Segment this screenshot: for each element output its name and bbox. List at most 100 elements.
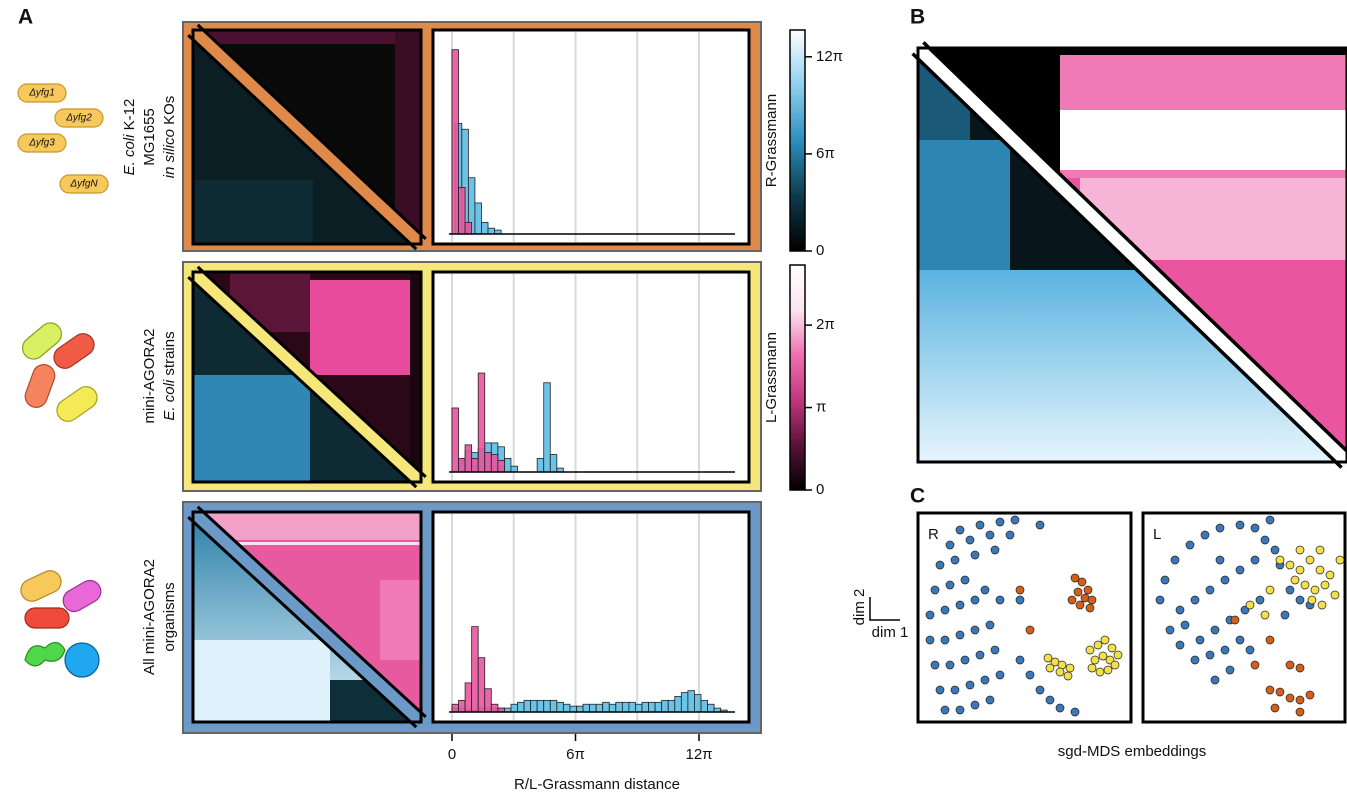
- scatter-point: [1113, 650, 1123, 660]
- histogram-bar: [536, 458, 545, 473]
- scatter-point: [985, 530, 995, 540]
- scatter-point: [990, 545, 1000, 555]
- histogram-bar: [536, 699, 545, 713]
- scatter-point: [1265, 515, 1275, 525]
- scatter-point: [1255, 595, 1265, 605]
- scatter-point: [980, 585, 990, 595]
- row-label: mini-AGORA2: [141, 328, 158, 423]
- histogram-bar: [451, 49, 459, 235]
- scatter-point: [1250, 555, 1260, 565]
- scatter-point: [1280, 610, 1290, 620]
- scatter-point: [1265, 585, 1275, 595]
- histogram-bar: [484, 452, 492, 473]
- scatter-point: [995, 595, 1005, 605]
- scatter-point: [985, 620, 995, 630]
- histogram-bar: [621, 701, 630, 713]
- scatter-point: [955, 525, 965, 535]
- scatter-point: [1285, 560, 1295, 570]
- scatter-point: [1043, 653, 1053, 663]
- scatter-point: [970, 625, 980, 635]
- scatter-point: [1010, 515, 1020, 525]
- scatter-point: [1275, 687, 1285, 697]
- scatter-point: [1073, 587, 1083, 597]
- histogram-bar: [471, 458, 479, 473]
- scatter-point: [1195, 635, 1205, 645]
- scatter-point: [1295, 695, 1305, 705]
- colorbar: [789, 264, 806, 491]
- dim-label: dim 2: [851, 589, 868, 626]
- y-tick-label: π: [816, 399, 826, 416]
- scatter-point: [1307, 595, 1317, 605]
- scatter-point: [980, 675, 990, 685]
- histogram-bar: [510, 703, 518, 713]
- histogram-bar: [694, 694, 702, 713]
- histogram-bar: [687, 690, 695, 713]
- scatter-point: [1315, 565, 1325, 575]
- scatter-point: [1295, 707, 1305, 717]
- scatter-point: [1260, 535, 1270, 545]
- panel-label: B: [910, 6, 925, 29]
- scatter-point: [1250, 523, 1260, 533]
- scatter-point: [950, 685, 960, 695]
- scatter-frame: [1141, 511, 1347, 724]
- scatter-point: [1070, 707, 1080, 717]
- scatter-point: [940, 705, 950, 715]
- histogram-bar: [487, 227, 495, 235]
- histogram-bar: [477, 372, 486, 473]
- histogram-bar: [490, 703, 499, 713]
- scatter-point: [1160, 575, 1170, 585]
- histogram-bar: [680, 692, 689, 713]
- x-tick-label: 0: [448, 746, 456, 763]
- colorbar: [789, 29, 806, 252]
- scatter-point: [975, 650, 985, 660]
- scatter-point: [975, 520, 985, 530]
- histogram-bar: [641, 701, 649, 713]
- scatter-point: [1295, 545, 1305, 555]
- scatter-point: [985, 695, 995, 705]
- histogram-bar: [490, 454, 499, 473]
- scatter-point: [925, 635, 935, 645]
- row-label-part: K-12: [121, 99, 138, 135]
- y-tick-label: 0: [816, 242, 824, 259]
- histogram-bar: [543, 382, 551, 473]
- scatter-point: [1305, 555, 1315, 565]
- scatter-point: [1175, 605, 1185, 615]
- scatter-point: [1300, 580, 1310, 590]
- scatter-point: [1335, 555, 1345, 565]
- scatter-point: [1290, 575, 1300, 585]
- scatter-point: [1205, 650, 1215, 660]
- histogram-bar: [602, 701, 610, 713]
- scatter-point: [945, 660, 955, 670]
- histogram-bar: [458, 458, 466, 473]
- scatter-point: [930, 660, 940, 670]
- scatter-point: [1175, 640, 1185, 650]
- scatter-point: [965, 535, 975, 545]
- scatter-point: [1285, 660, 1295, 670]
- scatter-point: [1205, 585, 1215, 595]
- x-tick-label: 6π: [566, 746, 585, 763]
- scatter-point: [1100, 635, 1110, 645]
- scatter-point: [1005, 530, 1015, 540]
- histogram-bar: [582, 703, 590, 713]
- y-tick-label: 0: [816, 481, 824, 498]
- histogram-bar: [549, 699, 558, 713]
- scatter-point: [970, 700, 980, 710]
- strain-label: Δyfg3: [28, 138, 55, 149]
- dim-axes: [869, 597, 900, 621]
- histogram-bar: [654, 701, 663, 713]
- scatter-point: [1295, 663, 1305, 673]
- scatter-point: [1087, 595, 1097, 605]
- scatter-point: [935, 685, 945, 695]
- colorbar-label: R-Grassmann: [763, 94, 780, 187]
- scatter-point: [960, 575, 970, 585]
- scatter-point: [1235, 635, 1245, 645]
- histogram-bar: [530, 699, 538, 713]
- scatter-point: [990, 645, 1000, 655]
- scatter-point: [1220, 645, 1230, 655]
- heatmap: [187, 23, 427, 251]
- scatter-point: [1260, 610, 1270, 620]
- scatter-point: [1015, 655, 1025, 665]
- histogram-bar: [661, 699, 669, 713]
- scatter-point: [1210, 675, 1220, 685]
- scatter-point: [940, 605, 950, 615]
